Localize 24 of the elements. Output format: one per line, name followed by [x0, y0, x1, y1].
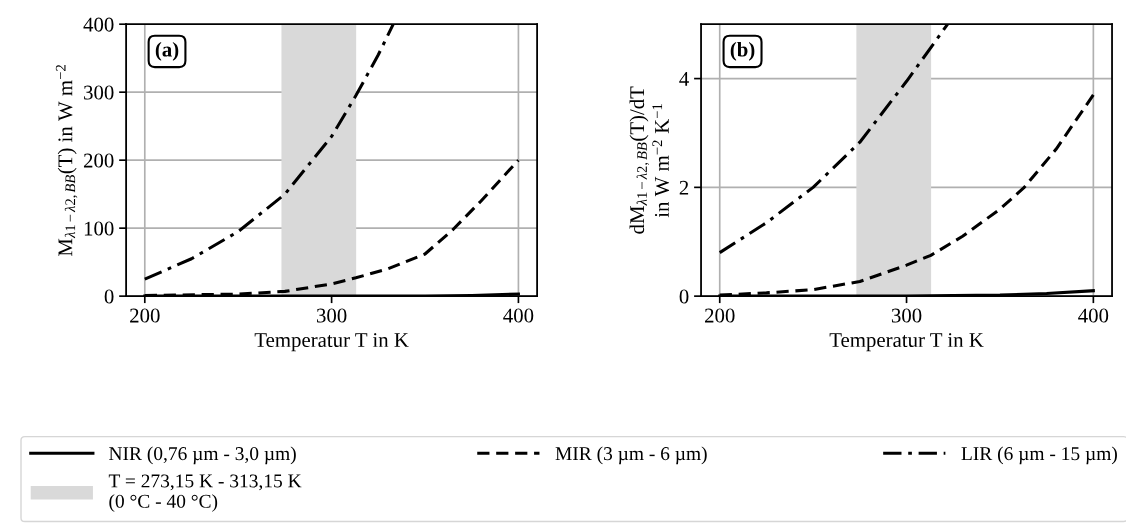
legend-label: NIR (0,76 µm - 3,0 µm) — [109, 446, 296, 465]
x-axis-title: Temperatur T in K — [254, 333, 409, 352]
x-tick-label: 200 — [130, 308, 160, 323]
x-tick-label: 400 — [1078, 308, 1109, 323]
x-tick-label: 300 — [316, 308, 347, 323]
legend-label: MIR (3 µm - 6 µm) — [555, 446, 707, 465]
y-tick-label: 400 — [83, 17, 114, 32]
y-axis-title: dM$_{λ1−λ2,BB}$(T)/dT in W m$^{−2}$ K$^{−1}$ — [629, 86, 670, 234]
y-tick-label: 0 — [679, 289, 689, 304]
y-tick-label: 100 — [84, 221, 114, 236]
legend-label: T = 273,15 K - 313,15 K (0 °C - 40 °C) — [108, 474, 302, 512]
legend-label: LIR (6 µm - 15 µm) — [961, 446, 1117, 465]
annotation: (b) — [730, 41, 755, 61]
x-tick-label: 400 — [503, 308, 534, 323]
y-tick-label: 2 — [679, 180, 689, 195]
annotation: (a) — [155, 41, 179, 61]
x-tick-label: 300 — [891, 308, 922, 323]
y-tick-label: 4 — [679, 72, 689, 86]
y-axis-title: M$_{λ1−λ2,BB}$(T) in W m$^{−2}$ — [55, 65, 78, 257]
x-axis-title: Temperatur T in K — [829, 333, 984, 352]
y-tick-label: 200 — [83, 153, 114, 168]
x-tick-label: 200 — [705, 308, 735, 323]
y-tick-label: 300 — [84, 85, 114, 100]
y-tick-label: 0 — [104, 289, 114, 304]
